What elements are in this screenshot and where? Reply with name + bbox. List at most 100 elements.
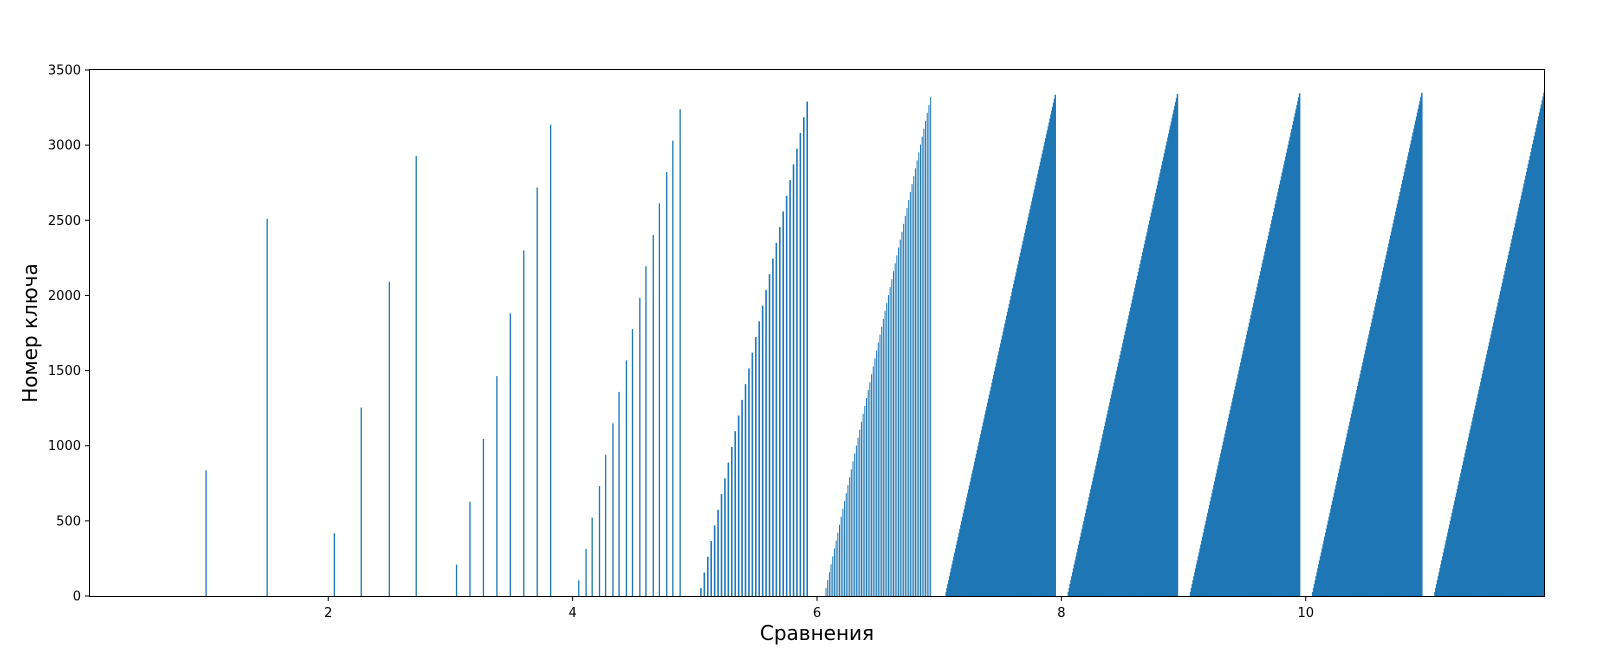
bar bbox=[1337, 473, 1340, 596]
bar bbox=[1525, 175, 1527, 597]
y-axis-ticks: 0 500 1000 1500 2000 2500 3000 3500 bbox=[48, 64, 90, 605]
bar bbox=[827, 580, 829, 596]
bar bbox=[1453, 504, 1455, 596]
bar bbox=[1350, 413, 1353, 596]
bar bbox=[839, 524, 841, 596]
bar bbox=[1143, 244, 1146, 597]
bar bbox=[730, 446, 733, 596]
bar bbox=[1035, 181, 1037, 596]
bar bbox=[792, 164, 795, 596]
bar bbox=[1213, 485, 1215, 596]
bar bbox=[744, 384, 747, 596]
bar bbox=[1338, 469, 1341, 596]
bar bbox=[1257, 283, 1259, 596]
bar bbox=[948, 580, 950, 596]
bar bbox=[1246, 334, 1248, 596]
bar bbox=[837, 532, 839, 596]
bar bbox=[994, 367, 997, 596]
bar bbox=[1367, 338, 1369, 596]
bar bbox=[785, 195, 788, 596]
bar bbox=[1282, 168, 1284, 596]
y-tick-label: 500 bbox=[56, 514, 81, 529]
bar bbox=[754, 337, 757, 596]
bar bbox=[1531, 148, 1533, 597]
bar bbox=[1081, 528, 1083, 596]
bar bbox=[1089, 493, 1091, 596]
bar bbox=[1519, 203, 1521, 597]
bar bbox=[1105, 418, 1108, 596]
bar bbox=[1510, 243, 1512, 596]
bar bbox=[876, 350, 878, 596]
bar bbox=[1227, 421, 1229, 596]
bar bbox=[967, 489, 970, 596]
bar bbox=[1076, 552, 1078, 596]
bar bbox=[1166, 141, 1168, 596]
bar bbox=[1319, 556, 1322, 596]
bar bbox=[1025, 225, 1028, 596]
bar bbox=[1328, 516, 1330, 596]
bar bbox=[1251, 311, 1253, 596]
bar bbox=[1131, 299, 1134, 596]
bar bbox=[1096, 461, 1098, 596]
bar bbox=[1198, 552, 1200, 596]
bar bbox=[842, 508, 844, 596]
bar bbox=[1508, 251, 1511, 597]
bar bbox=[703, 572, 706, 596]
bar bbox=[954, 548, 957, 596]
bar bbox=[1407, 156, 1409, 597]
bar bbox=[985, 410, 987, 596]
bar bbox=[1116, 370, 1118, 596]
bar bbox=[737, 415, 740, 596]
bar bbox=[1267, 235, 1270, 597]
bar bbox=[1199, 548, 1201, 596]
bar bbox=[1449, 520, 1452, 596]
bar bbox=[921, 136, 923, 596]
bar bbox=[1331, 500, 1334, 596]
bar bbox=[1033, 189, 1036, 596]
bar bbox=[1326, 524, 1329, 596]
bar bbox=[1024, 232, 1026, 597]
bar bbox=[1331, 504, 1333, 596]
bar bbox=[1010, 296, 1012, 596]
bar bbox=[949, 572, 952, 596]
bar bbox=[1389, 239, 1391, 596]
bar bbox=[1396, 203, 1399, 596]
bar bbox=[1140, 260, 1142, 596]
bar bbox=[612, 423, 614, 596]
bar bbox=[1128, 315, 1130, 596]
bar bbox=[1247, 326, 1250, 596]
bar bbox=[980, 434, 982, 596]
bar bbox=[1124, 331, 1127, 596]
bar bbox=[1355, 393, 1357, 596]
bar bbox=[973, 465, 975, 596]
bar bbox=[976, 449, 979, 596]
bar bbox=[1209, 501, 1212, 596]
bar bbox=[954, 552, 956, 596]
bar bbox=[872, 366, 874, 596]
bar bbox=[1363, 358, 1365, 596]
bar bbox=[1151, 208, 1154, 597]
bar bbox=[1045, 138, 1047, 596]
bar bbox=[1125, 327, 1128, 596]
bar bbox=[1237, 374, 1239, 596]
bar bbox=[1048, 122, 1050, 597]
bar bbox=[1246, 330, 1249, 596]
bar bbox=[1110, 398, 1112, 596]
bar bbox=[1054, 94, 1056, 597]
bar bbox=[482, 438, 485, 596]
bar bbox=[1194, 572, 1196, 596]
bar bbox=[1085, 509, 1088, 596]
bar bbox=[1220, 449, 1223, 596]
bar bbox=[1317, 568, 1319, 596]
bar bbox=[1211, 493, 1213, 596]
bar bbox=[1352, 405, 1355, 596]
bar bbox=[1405, 164, 1407, 596]
bar bbox=[1067, 592, 1070, 596]
bar bbox=[1253, 303, 1255, 596]
bar bbox=[1079, 536, 1082, 596]
bar bbox=[896, 255, 898, 596]
bar bbox=[1020, 248, 1023, 596]
bar bbox=[1498, 298, 1500, 596]
bar bbox=[1493, 318, 1496, 596]
bar bbox=[1106, 414, 1109, 596]
